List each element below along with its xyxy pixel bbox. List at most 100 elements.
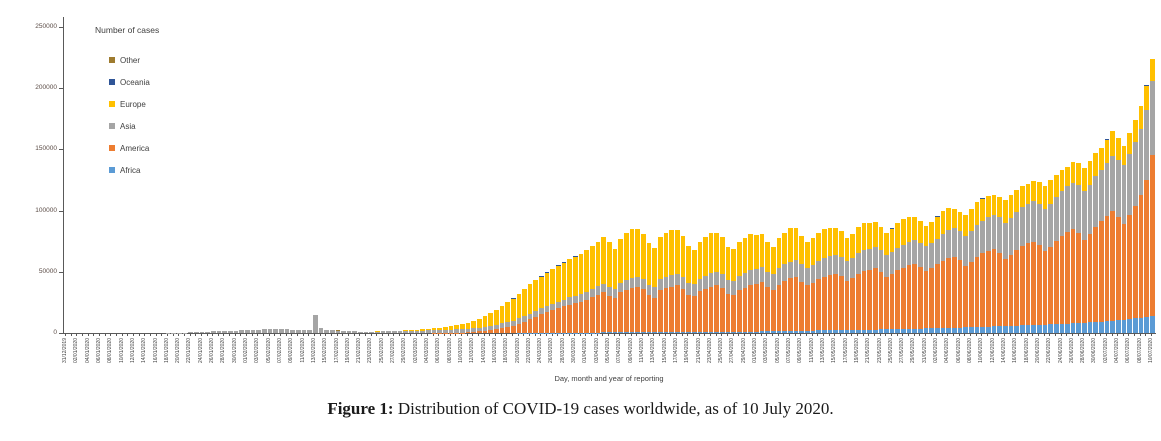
bar-segment — [1025, 203, 1031, 244]
bar — [1008, 194, 1014, 333]
bar-segment — [1059, 170, 1065, 191]
x-tick-cell — [838, 334, 843, 374]
bar-segment — [612, 248, 618, 290]
bar-segment — [1121, 319, 1127, 333]
bar-segment — [646, 332, 652, 333]
bar-segment — [827, 275, 833, 331]
bar-segment — [940, 233, 946, 261]
bar-segment — [629, 278, 635, 289]
x-tick-label: 18/03/2020 — [503, 338, 510, 364]
x-tick-cell: 04/01/2020 — [85, 334, 91, 374]
bar — [1025, 183, 1031, 333]
bar-segment — [1138, 105, 1144, 130]
x-tick-label: 22/03/2020 — [525, 338, 532, 364]
bar — [318, 327, 324, 333]
bar-segment — [431, 328, 437, 331]
bar-segment — [561, 306, 567, 333]
bar-segment — [838, 230, 844, 257]
x-tick-cell — [329, 334, 334, 374]
bar-segment — [590, 288, 595, 298]
bar-segment — [963, 327, 968, 333]
bar-segment — [228, 330, 233, 333]
bar-segment — [844, 261, 850, 282]
bar-segment — [556, 265, 561, 267]
bar-segment — [708, 286, 714, 332]
bar — [1014, 189, 1019, 333]
bar — [386, 331, 392, 333]
bar-segment — [680, 289, 686, 332]
bar — [748, 233, 754, 333]
bar-segment — [1053, 196, 1059, 241]
x-tick-cell: 05/04/2020 — [605, 334, 611, 374]
bar-segment — [782, 264, 787, 281]
bar-segment — [674, 285, 680, 332]
x-tick-label: 30/06/2020 — [1091, 338, 1098, 364]
bar — [1110, 130, 1116, 333]
bar — [686, 246, 691, 333]
bar-segment — [731, 249, 737, 281]
bar-segment — [1133, 120, 1138, 143]
x-tick-label: 30/01/2020 — [231, 338, 238, 364]
bar — [522, 289, 527, 333]
x-tick-cell — [770, 334, 775, 374]
bar-segment — [889, 329, 895, 333]
x-tick-label: 24/03/2020 — [537, 338, 544, 364]
bar-segment — [923, 328, 929, 333]
bar-segment — [929, 268, 935, 329]
bar-segment — [499, 328, 505, 333]
bar-segment — [1104, 139, 1110, 163]
x-tick-label: 09/05/2020 — [797, 338, 804, 364]
bar-segment — [567, 259, 573, 298]
bar-segment — [906, 241, 912, 266]
x-tick-label: 07/02/2020 — [276, 338, 283, 364]
bar — [923, 225, 929, 333]
bar-segment — [1110, 210, 1116, 321]
bar-segment — [1036, 324, 1042, 333]
bar-segment — [793, 259, 799, 277]
bar-segment — [590, 246, 595, 289]
bar-segment — [550, 303, 556, 311]
x-tick-cell — [1064, 334, 1069, 374]
bar-segment — [1082, 322, 1087, 333]
bar-segment — [697, 331, 703, 333]
x-tick-cell: 02/03/2020 — [413, 334, 419, 374]
bar-segment — [974, 327, 980, 333]
bar-segment — [838, 330, 844, 333]
bar-segment — [403, 330, 409, 331]
bar-segment — [550, 269, 556, 304]
x-tick-label: 28/06/2020 — [1080, 338, 1087, 364]
x-tick-cell: 05/05/2020 — [775, 334, 781, 374]
bar-segment — [782, 280, 787, 332]
bar — [273, 328, 278, 333]
x-tick-cell: 18/01/2020 — [164, 334, 170, 374]
bar-segment — [957, 230, 963, 261]
bar-segment — [771, 273, 776, 290]
x-tick-cell — [476, 334, 481, 374]
x-tick-label: 03/04/2020 — [593, 338, 600, 364]
x-tick-label: 01/02/2020 — [243, 338, 249, 364]
bar-segment — [940, 260, 946, 328]
bar — [397, 330, 403, 333]
bar-segment — [754, 331, 759, 333]
bar-segment — [646, 284, 652, 296]
bar — [346, 330, 352, 333]
bar-segment — [782, 331, 787, 333]
bar-segment — [765, 331, 771, 333]
x-tick-cell — [668, 334, 673, 374]
bar-segment — [1065, 186, 1070, 232]
bar-segment — [431, 330, 437, 333]
x-tick-cell — [284, 334, 289, 374]
bar — [799, 236, 804, 333]
bar-segment — [680, 331, 686, 333]
bar-segment — [771, 331, 776, 333]
x-tick-label: 04/06/2020 — [944, 338, 951, 364]
x-tick-label: 04/03/2020 — [424, 338, 430, 364]
bar — [1065, 166, 1070, 333]
bar-segment — [1019, 325, 1025, 333]
bar — [312, 314, 318, 333]
x-tick-cell: 29/02/2020 — [401, 334, 407, 374]
bar-segment — [623, 279, 629, 290]
bar-segment — [1059, 323, 1065, 333]
bar-segment — [640, 332, 646, 333]
bar-segment — [793, 330, 799, 333]
